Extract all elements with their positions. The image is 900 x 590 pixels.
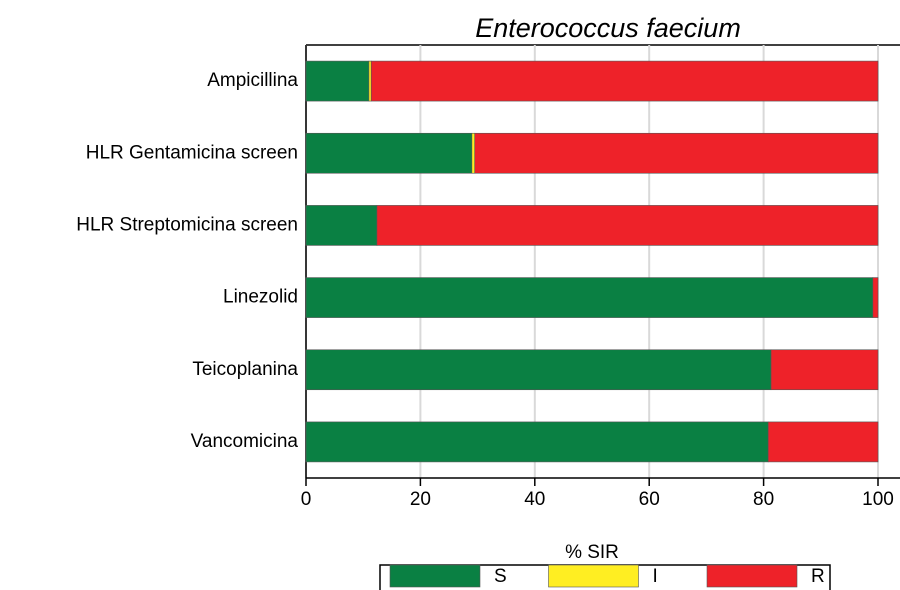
bar-segment: [872, 277, 879, 318]
bar-segment: [305, 205, 378, 246]
x-tick-label: 100: [862, 489, 894, 510]
bar-segment: [305, 421, 769, 463]
bar-segment: [370, 60, 879, 102]
y-tick-label: Linezolid: [223, 287, 298, 308]
y-tick-label: HLR Streptomicina screen: [76, 214, 298, 235]
bar-segment: [305, 349, 772, 391]
bar-segment: [471, 132, 476, 174]
chart-title: Enterococcus faecium: [475, 13, 741, 43]
bar-segment: [767, 421, 879, 463]
x-axis-label: % SIR: [565, 542, 619, 563]
bar-segment: [305, 277, 874, 318]
legend-label: I: [653, 566, 658, 587]
x-tick-label: 20: [410, 489, 431, 510]
y-tick-label: Teicoplanina: [192, 359, 298, 380]
legend-label: R: [811, 566, 825, 587]
legend-label: S: [494, 566, 507, 587]
x-tick-label: 60: [639, 489, 660, 510]
legend-swatch: [706, 564, 798, 588]
y-tick-label: HLR Gentamicina screen: [86, 142, 298, 163]
y-tick-label: Vancomicina: [191, 431, 299, 452]
bar-segment: [770, 349, 879, 391]
y-tick-label: Ampicillina: [207, 70, 298, 91]
legend-swatch: [548, 564, 639, 588]
legend-swatch: [389, 564, 481, 588]
x-tick-label: 0: [301, 489, 312, 510]
bar-segment: [305, 132, 473, 174]
x-tick-label: 80: [753, 489, 774, 510]
bar-segment: [474, 132, 879, 174]
bar-segment: [376, 205, 879, 246]
bar-segment: [305, 60, 370, 102]
x-tick-label: 40: [524, 489, 545, 510]
bar-segment: [368, 60, 372, 102]
